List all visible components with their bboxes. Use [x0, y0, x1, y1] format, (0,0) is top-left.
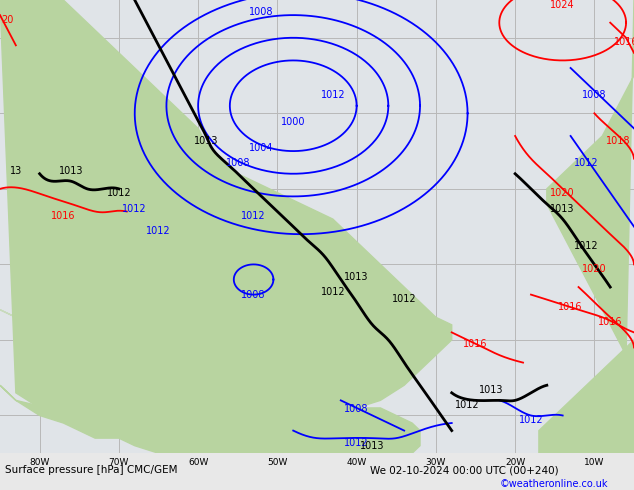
Text: We 02-10-2024 00:00 UTC (00+240): We 02-10-2024 00:00 UTC (00+240) — [370, 465, 559, 475]
Text: 1013: 1013 — [360, 441, 385, 451]
Text: 1012: 1012 — [321, 287, 345, 296]
Text: 1008: 1008 — [242, 291, 266, 300]
Text: 1012: 1012 — [574, 241, 598, 251]
Text: 20: 20 — [2, 15, 14, 24]
Text: 1016: 1016 — [614, 37, 634, 48]
Text: 30W: 30W — [425, 458, 446, 467]
Text: 1012: 1012 — [392, 294, 417, 304]
Text: 1004: 1004 — [249, 143, 274, 153]
Text: 60W: 60W — [188, 458, 209, 467]
Text: 1012: 1012 — [321, 90, 345, 100]
Text: 1008: 1008 — [344, 404, 369, 414]
Polygon shape — [0, 0, 451, 431]
Text: 1008: 1008 — [249, 7, 274, 17]
Text: 1018: 1018 — [606, 136, 630, 146]
Text: 1024: 1024 — [550, 0, 575, 9]
Text: 1000: 1000 — [281, 117, 306, 126]
Text: Surface pressure [hPa] CMC/GEM: Surface pressure [hPa] CMC/GEM — [5, 465, 178, 475]
Polygon shape — [0, 310, 174, 355]
Text: 1016: 1016 — [463, 340, 488, 349]
Text: 1012: 1012 — [146, 226, 171, 236]
Text: 1013: 1013 — [344, 271, 369, 281]
Text: 1016: 1016 — [559, 302, 583, 312]
Polygon shape — [539, 340, 634, 453]
Text: 13: 13 — [10, 166, 22, 176]
Text: 1012: 1012 — [344, 438, 369, 448]
Text: 1016: 1016 — [598, 317, 623, 327]
Text: 1012: 1012 — [242, 211, 266, 221]
Text: 1012: 1012 — [519, 415, 543, 425]
Text: 40W: 40W — [347, 458, 366, 467]
Text: 1016: 1016 — [51, 211, 75, 221]
Text: 1012: 1012 — [122, 203, 147, 214]
Text: 70W: 70W — [108, 458, 129, 467]
Text: 1013: 1013 — [194, 136, 218, 146]
Polygon shape — [547, 0, 634, 355]
Text: 1020: 1020 — [582, 264, 607, 274]
Text: 1013: 1013 — [479, 385, 503, 395]
Polygon shape — [0, 385, 420, 453]
Text: 10W: 10W — [584, 458, 605, 467]
Text: 1013: 1013 — [550, 203, 575, 214]
Text: 1012: 1012 — [574, 158, 598, 168]
Text: 1008: 1008 — [226, 158, 250, 168]
Text: 1012: 1012 — [107, 189, 131, 198]
Text: 50W: 50W — [267, 458, 288, 467]
Text: ©weatheronline.co.uk: ©weatheronline.co.uk — [500, 479, 609, 489]
Text: 1008: 1008 — [582, 90, 607, 100]
Text: 80W: 80W — [29, 458, 50, 467]
Text: 20W: 20W — [505, 458, 525, 467]
Text: 1020: 1020 — [550, 189, 575, 198]
Text: 1013: 1013 — [59, 166, 84, 176]
Text: 1012: 1012 — [455, 400, 480, 410]
